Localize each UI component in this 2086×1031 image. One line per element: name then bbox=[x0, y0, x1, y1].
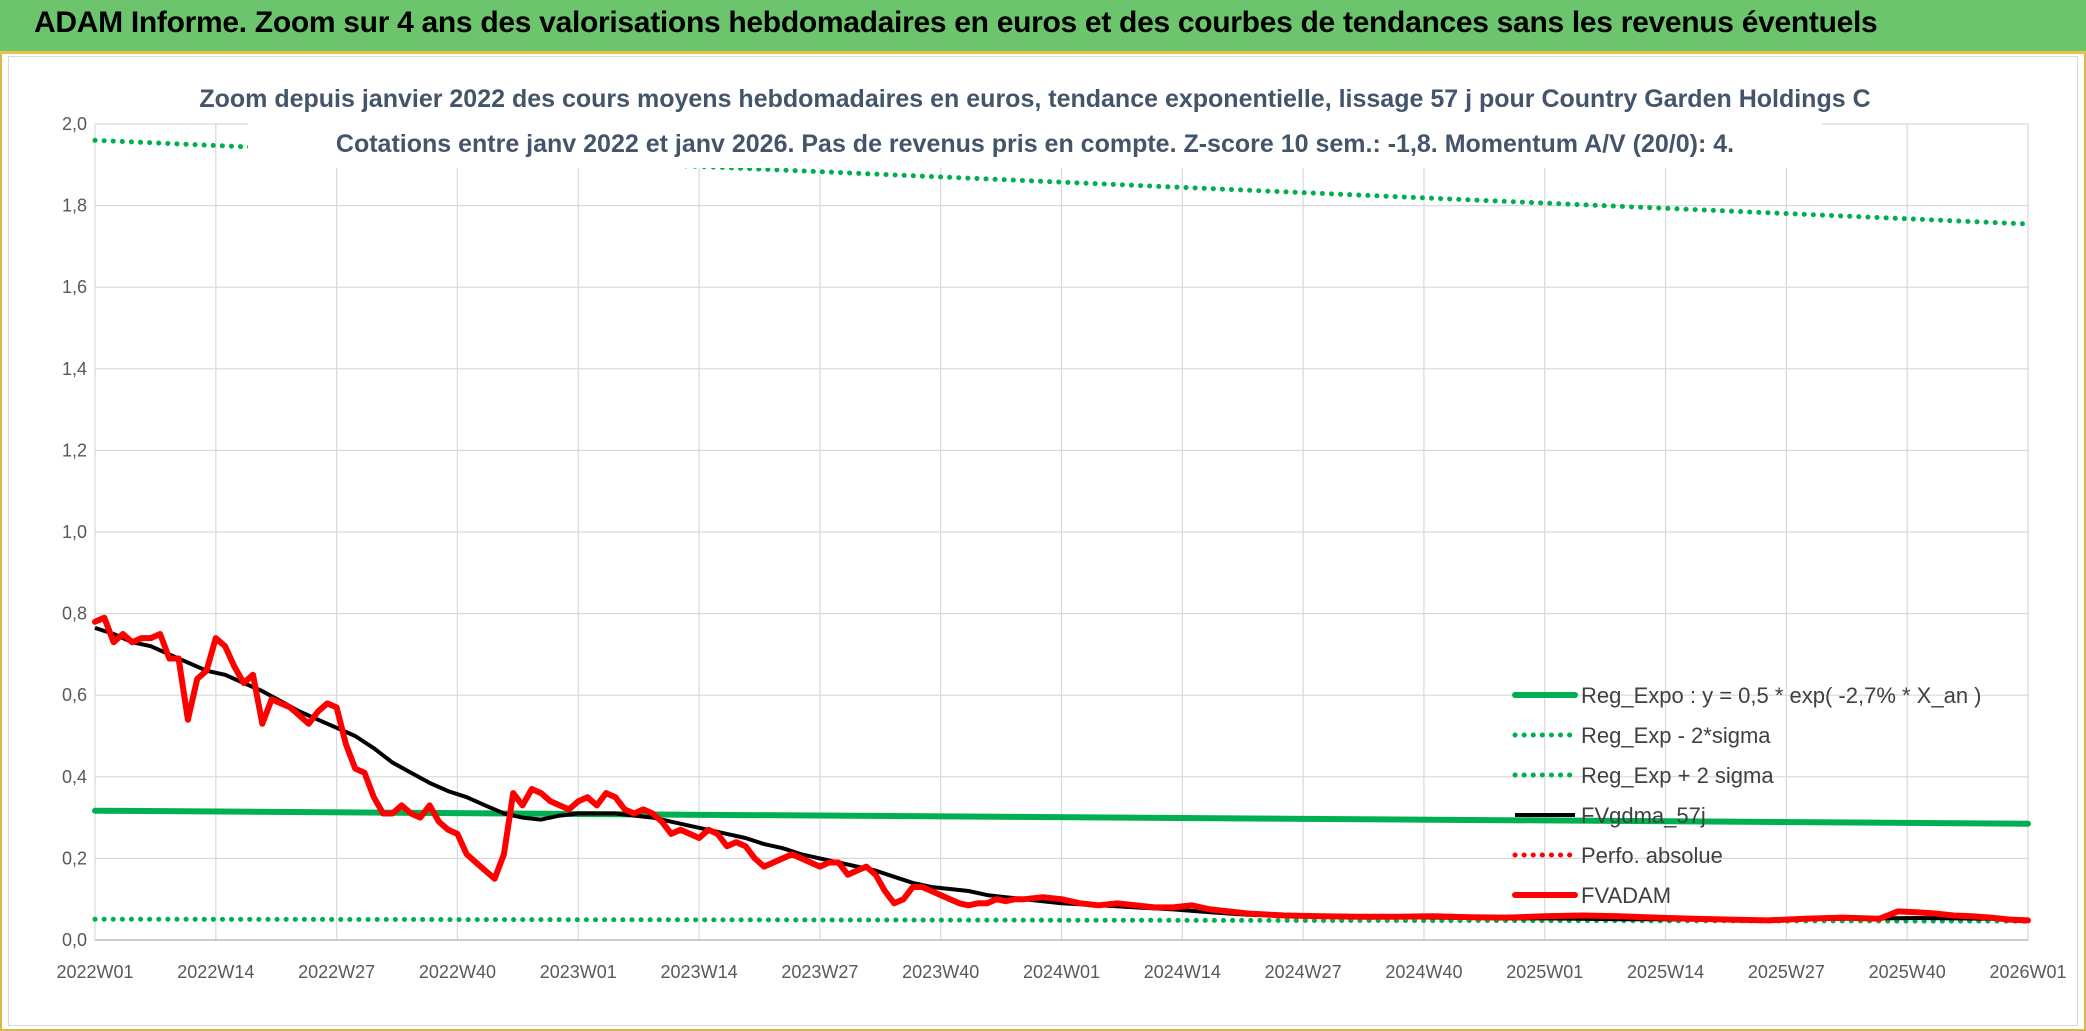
series-layer bbox=[92, 137, 2031, 924]
y-tick-label: 0,0 bbox=[62, 930, 87, 950]
x-tick-label: 2023W01 bbox=[540, 962, 617, 982]
chart-title-background bbox=[248, 82, 1822, 168]
x-tick-label: 2025W27 bbox=[1748, 962, 1825, 982]
y-tick-label: 1,8 bbox=[62, 196, 87, 216]
y-tick-label: 0,2 bbox=[62, 848, 87, 868]
x-tick-label: 2022W14 bbox=[177, 962, 254, 982]
legend-label-fvgdma: FVgdma_57j bbox=[1581, 803, 1706, 828]
chart-title-block: Zoom depuis janvier 2022 des cours moyen… bbox=[199, 82, 1871, 168]
chart-title-line-2: Cotations entre janv 2022 et janv 2026. … bbox=[336, 130, 1734, 158]
x-tick-label: 2024W27 bbox=[1265, 962, 1342, 982]
x-tick-label: 2024W14 bbox=[1144, 962, 1221, 982]
banner-title: ADAM Informe. Zoom sur 4 ans des valoris… bbox=[34, 6, 1878, 39]
x-tick-label: 2023W40 bbox=[902, 962, 979, 982]
x-tick-label: 2025W14 bbox=[1627, 962, 1704, 982]
x-tick-label: 2022W27 bbox=[298, 962, 375, 982]
report-banner: ADAM Informe. Zoom sur 4 ans des valoris… bbox=[0, 0, 2086, 54]
x-tick-label: 2025W40 bbox=[1869, 962, 1946, 982]
series-line-reg-expo bbox=[92, 807, 2031, 827]
x-axis-tick-labels: 2022W01 2022W14 2022W27 2022W40 2023W01 2023W… bbox=[56, 962, 2066, 982]
grid-layer bbox=[94, 123, 2029, 941]
y-tick-label: 0,4 bbox=[62, 767, 87, 787]
x-tick-label: 2025W01 bbox=[1506, 962, 1583, 982]
y-tick-label: 1,6 bbox=[62, 277, 87, 297]
legend-label-reg-minus: Reg_Exp - 2*sigma bbox=[1581, 723, 1771, 748]
series-line-reg-plus bbox=[92, 137, 2031, 227]
x-tick-label: 2023W27 bbox=[781, 962, 858, 982]
x-tick-label: 2024W40 bbox=[1385, 962, 1462, 982]
y-tick-label: 1,2 bbox=[62, 440, 87, 460]
chart-title-line-1: Zoom depuis janvier 2022 des cours moyen… bbox=[199, 85, 1870, 113]
legend-label-reg-plus: Reg_Exp + 2 sigma bbox=[1581, 763, 1774, 788]
y-tick-label: 2,0 bbox=[62, 114, 87, 134]
x-tick-label: 2022W01 bbox=[56, 962, 133, 982]
legend-label-perfo: Perfo. absolue bbox=[1581, 843, 1723, 868]
x-tick-label: 2023W14 bbox=[661, 962, 738, 982]
x-tick-label: 2026W01 bbox=[1989, 962, 2066, 982]
legend: Reg_Expo : y = 0,5 * exp( -2,7% * X_an )… bbox=[1512, 683, 1982, 908]
y-axis-tick-labels: 0,0 0,2 0,4 0,6 0,8 1,0 1,2 1,4 1,6 1,8 2,0 bbox=[62, 114, 87, 950]
y-tick-label: 0,6 bbox=[62, 685, 87, 705]
chart-area bbox=[8, 56, 2078, 1026]
y-tick-label: 1,0 bbox=[62, 522, 87, 542]
x-tick-label: 2024W01 bbox=[1023, 962, 1100, 982]
series-line-fvadam bbox=[92, 614, 2031, 924]
legend-label-fvadam: FVADAM bbox=[1581, 883, 1671, 908]
y-tick-label: 0,8 bbox=[62, 604, 87, 624]
x-tick-label: 2022W40 bbox=[419, 962, 496, 982]
legend-label-reg-expo: Reg_Expo : y = 0,5 * exp( -2,7% * X_an ) bbox=[1581, 683, 1982, 708]
y-tick-label: 1,4 bbox=[62, 359, 87, 379]
